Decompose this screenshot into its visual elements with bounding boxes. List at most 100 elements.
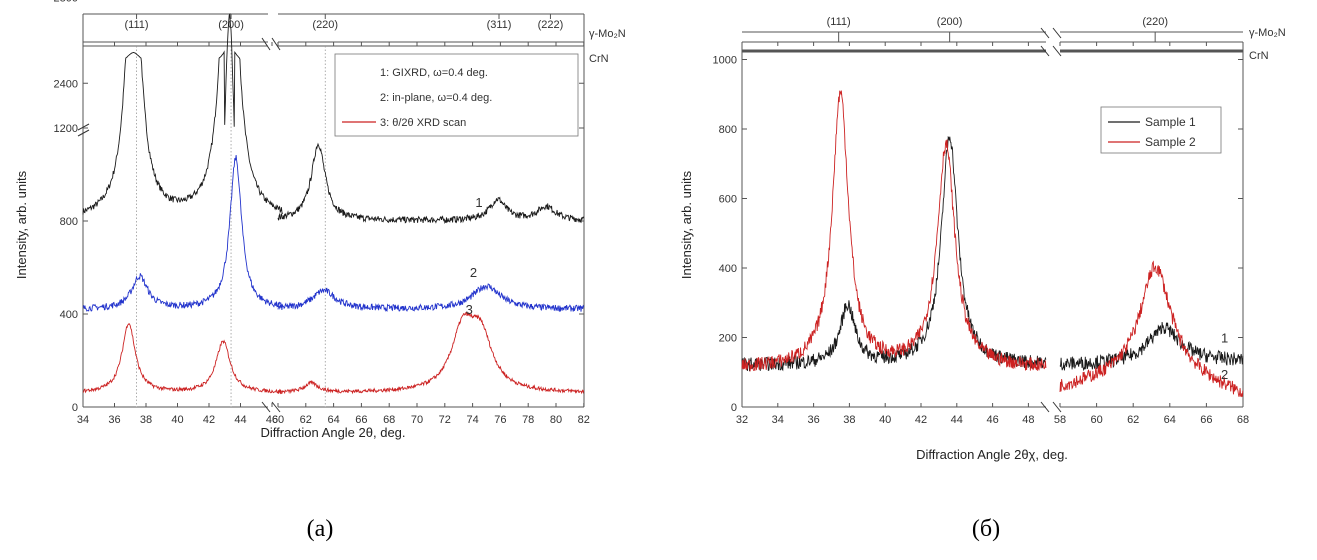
series-line-a-1-seg-1	[277, 142, 585, 225]
y-tick-label-b-2: 400	[719, 263, 737, 275]
y-tick-label-b-4: 800	[719, 124, 737, 136]
series-line-b-1-seg-0	[741, 135, 1047, 372]
caption-a: (a)	[307, 516, 334, 542]
legend-a: 1: GIXRD, ω=0.4 deg. 2: in-plane, ω=0.4 …	[334, 53, 579, 137]
x-tick-label-a-8: 62	[300, 414, 312, 426]
series-line-b-2-seg-0	[741, 90, 1047, 372]
legend-entry-3-a: 3: θ/2θ XRD scan	[380, 117, 466, 129]
y-tick-label-a-2: 800	[60, 216, 78, 228]
legend-b: Sample 1 Sample 2	[1100, 106, 1222, 154]
reflection-labels-a: (111) (200) (220) (311) (222)	[125, 14, 564, 31]
reflection-label-a-1: (200)	[218, 19, 244, 31]
curve-label-a-3: 3	[466, 302, 473, 317]
x-tick-label-a-17: 80	[550, 414, 562, 426]
x-tick-label-a-1: 36	[108, 414, 120, 426]
reference-lines-a	[136, 46, 326, 407]
y-tick-label-b-1: 200	[719, 333, 737, 345]
x-tick-label-a-15: 76	[494, 414, 506, 426]
curve-labels-a: 1 2 3	[466, 195, 483, 317]
legend-box-b	[1100, 106, 1222, 154]
y-tick-label-a-1: 400	[60, 309, 78, 321]
reflection-label-b-2: (220)	[1142, 16, 1168, 28]
legend-entry-2-a: 2: in-plane, ω=0.4 deg.	[380, 92, 492, 104]
series-line-b-2-seg-1	[1059, 260, 1244, 398]
curve-label-a-2: 2	[470, 265, 477, 280]
curve-label-b-1: 1	[1221, 331, 1228, 346]
reflection-label-b-1: (200)	[937, 16, 963, 28]
curve-label-a-1: 1	[475, 195, 482, 210]
x-tick-label-a-2: 38	[140, 414, 152, 426]
x-tick-label-a-0: 34	[77, 414, 89, 426]
y-tick-label-a-0: 0	[72, 402, 78, 414]
series-line-a-2-seg-0	[82, 154, 284, 312]
x-tick-label-a-9: 64	[327, 414, 339, 426]
phase-label-mo2n-a: γ-Mo₂N	[589, 28, 626, 40]
reflection-label-b-0: (111)	[827, 16, 851, 28]
x-tick-label-b-1: 34	[772, 414, 784, 426]
legend-entry-2-b: Sample 2	[1145, 135, 1196, 149]
x-tick-label-a-13: 72	[439, 414, 451, 426]
x-tick-label-b-4: 40	[879, 414, 891, 426]
y-tick-label-b-0: 0	[731, 402, 737, 414]
x-break-mark-a	[261, 37, 281, 413]
y-tick-label-a-3: 1200	[54, 123, 78, 135]
plot-a-frame	[82, 41, 585, 408]
top-axis-b	[742, 31, 1243, 53]
reflection-label-a-3: (311)	[487, 19, 512, 31]
y-tick-label-a-4: 2400	[54, 78, 78, 90]
x-tick-label-b-5: 42	[915, 414, 927, 426]
panel-b-chart: 32 34 36 38 40 42 44 46 48 58 60 62 64 66 68 0 200 400 600…	[679, 16, 1286, 462]
series-line-a-3-seg-0	[82, 322, 284, 395]
x-tick-label-b-6: 44	[951, 414, 963, 426]
x-tick-label-a-5: 44	[234, 414, 246, 426]
x-tick-label-a-16: 78	[522, 414, 534, 426]
y-break-mark-a	[77, 123, 90, 137]
x-tick-label-b-13: 66	[1200, 414, 1212, 426]
x-axis-label-b: Diffraction Angle 2θχ, deg.	[916, 447, 1068, 462]
x-tick-label-a-11: 68	[383, 414, 395, 426]
series-line-a-2-seg-1	[277, 283, 585, 313]
y-axis-label-a: Intensity, arb. units	[14, 170, 29, 279]
reflection-label-a-4: (222)	[538, 19, 564, 31]
phase-label-crn-b: CrN	[1249, 50, 1269, 62]
x-tick-label-a-18: 82	[578, 414, 590, 426]
series-group-a	[82, 12, 585, 395]
y-tick-label-b-3: 600	[719, 194, 737, 206]
x-tick-label-b-0: 32	[736, 414, 748, 426]
axis-ticks-b: 32 34 36 38 40 42 44 46 48 58 60 62 64 66 68 0 200 400 600…	[713, 42, 1249, 426]
y-axis-label-b: Intensity, arb. units	[679, 170, 694, 279]
legend-entry-1-b: Sample 1	[1145, 115, 1196, 129]
curve-label-b-2: 2	[1221, 367, 1228, 382]
x-tick-label-a-10: 66	[355, 414, 367, 426]
x-tick-label-a-6: 46	[266, 414, 278, 426]
x-tick-label-a-3: 40	[171, 414, 183, 426]
series-group-b	[741, 90, 1244, 398]
y-tick-label-b-5: 1000	[713, 55, 737, 67]
x-tick-label-b-11: 62	[1127, 414, 1139, 426]
x-tick-label-a-4: 42	[203, 414, 215, 426]
x-tick-label-b-7: 46	[986, 414, 998, 426]
curve-labels-b: 12	[1221, 331, 1228, 382]
series-line-a-1-seg-0	[82, 12, 284, 215]
x-tick-label-b-10: 60	[1090, 414, 1102, 426]
x-axis-label-a: Diffraction Angle 2θ, deg.	[260, 425, 405, 440]
caption-b: (б)	[972, 516, 1000, 542]
x-tick-label-b-14: 68	[1237, 414, 1249, 426]
x-tick-label-b-9: 58	[1054, 414, 1066, 426]
x-tick-label-b-3: 38	[843, 414, 855, 426]
phase-label-mo2n-b: γ-Mo₂N	[1249, 27, 1286, 39]
y-tick-label-a-5: 2800	[54, 0, 78, 4]
plot-b-frame	[741, 41, 1244, 408]
series-line-a-3-seg-1	[277, 311, 585, 395]
x-tick-label-b-8: 48	[1022, 414, 1034, 426]
reflection-labels-b: (111) (200) (220)	[827, 16, 1168, 42]
reflection-label-a-0: (111)	[125, 19, 149, 31]
legend-entry-1-a: 1: GIXRD, ω=0.4 deg.	[380, 67, 488, 79]
x-tick-label-b-12: 64	[1164, 414, 1176, 426]
series-line-b-1-seg-1	[1059, 321, 1244, 372]
x-tick-label-a-7: 60	[272, 414, 284, 426]
top-axis-a	[82, 13, 585, 42]
